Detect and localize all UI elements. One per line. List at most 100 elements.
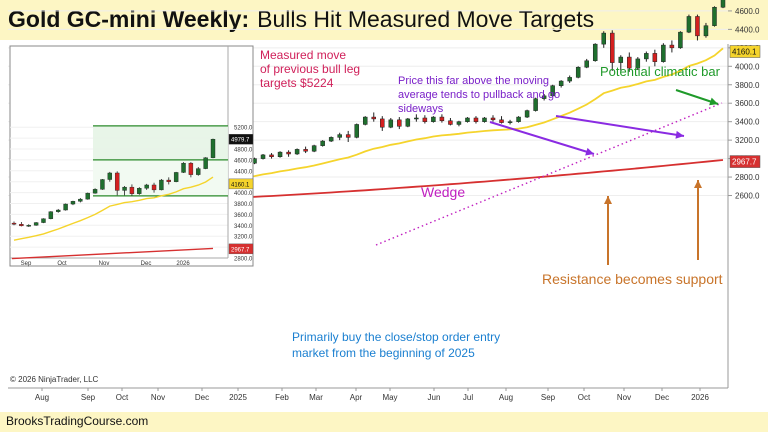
inset-candle-body — [11, 222, 17, 225]
candle-body — [337, 134, 342, 138]
inset-candle-body — [188, 162, 194, 175]
measured-move-line-1: Measured move — [260, 48, 347, 62]
resistance-note: Resistance becomes support — [542, 271, 723, 287]
pullback-line-3: sideways — [398, 103, 444, 115]
inset-y-tick-label: 4400.0 — [234, 169, 253, 175]
candle-body — [524, 110, 530, 118]
candle-body — [456, 121, 462, 125]
candle-body — [345, 134, 351, 138]
title-bar: Gold GC-mini Weekly: Bulls Hit Measured M… — [0, 0, 768, 40]
inset-y-tick-label: 2800.0 — [234, 257, 253, 263]
inset-candle-body — [144, 184, 149, 189]
inset-candle-body — [85, 192, 90, 200]
candle-body — [618, 56, 624, 63]
inset-candle-body — [26, 225, 31, 227]
inset-candle-body — [33, 222, 39, 226]
candle-body — [686, 16, 692, 33]
purple-arrow-1-head — [585, 147, 594, 156]
candle-body — [388, 119, 394, 128]
inset-candle-body — [173, 172, 179, 182]
candle-body — [678, 31, 683, 49]
y-tick-label: 4600.0 — [735, 7, 760, 16]
candle-body — [720, 0, 726, 8]
footer-site: BrooksTradingCourse.com — [6, 414, 149, 428]
title-main: Gold GC-mini Weekly: — [8, 6, 250, 32]
inset-candle-body — [48, 211, 54, 219]
inset-y-tick-label: 3200.0 — [234, 235, 253, 241]
measured-move-line-3: targets $5224 — [260, 76, 334, 90]
candle-body — [465, 117, 470, 122]
inset-candle-body — [159, 179, 164, 191]
inset-sma-price-label: 2967.7 — [231, 247, 250, 253]
x-tick-label: Sep — [541, 393, 556, 402]
candle-body — [550, 85, 555, 97]
candle-body — [567, 77, 572, 82]
candle-body — [473, 117, 479, 122]
purple-arrow-2-shaft — [555, 115, 685, 137]
purple-arrow-1-shaft — [489, 121, 595, 155]
candle-body — [584, 60, 589, 68]
orange-arrow-2-head — [694, 180, 702, 188]
x-tick-label: Aug — [35, 393, 49, 402]
candle-body — [328, 137, 334, 142]
candle-body — [431, 116, 436, 122]
candle-body — [354, 124, 359, 138]
candle-body — [414, 117, 419, 120]
y-tick-label: 3400.0 — [735, 118, 760, 127]
measured-move-zone-upper — [93, 125, 228, 160]
x-tick-label: Oct — [116, 393, 129, 402]
y-tick-label: 3600.0 — [735, 99, 760, 108]
sma-price-label: 2967.7 — [732, 158, 757, 167]
buy-line-2: market from the beginning of 2025 — [292, 346, 475, 360]
inset-last-price-label-bg — [228, 134, 254, 145]
pullback-line-2: average tends to pullback and go — [398, 89, 561, 101]
ema-price-label-bg — [729, 45, 761, 58]
inset-last-price-label: 4979.7 — [231, 138, 250, 144]
inset-candle-body — [151, 184, 157, 191]
candle-body — [397, 119, 402, 127]
candle-body — [695, 16, 700, 37]
y-tick-label: 2800.0 — [735, 173, 760, 182]
x-tick-label: Dec — [655, 393, 669, 402]
inset-x-tick-label: Dec — [141, 261, 152, 267]
inset-candle-body — [92, 189, 98, 194]
inset-sma-price-label-bg — [228, 243, 254, 255]
inset-x-tick-label: 2026 — [176, 261, 190, 267]
inset-candle-body — [100, 179, 105, 190]
inset-candle-body — [70, 201, 76, 205]
inset-y-tick-label: 4600.0 — [234, 158, 253, 164]
y-tick-label: 4000.0 — [735, 62, 760, 71]
x-tick-label: Nov — [617, 393, 631, 402]
buy-note: Primarily buy the close/stop order entry… — [292, 329, 500, 361]
inset-ema-line — [13, 176, 214, 241]
candle-body — [635, 58, 641, 69]
candle-body — [652, 53, 658, 62]
x-tick-label: Dec — [195, 393, 209, 402]
x-tick-label: Aug — [499, 393, 513, 402]
inset-y-tick-label: 5200.0 — [234, 126, 253, 132]
inset-y-tick-label: 3400.0 — [234, 224, 253, 230]
inset-y-tick-label: 3800.0 — [234, 202, 253, 208]
inset-ema-price-label-bg — [228, 178, 254, 190]
x-tick-label: Jun — [428, 393, 441, 402]
inset-candle-body — [210, 138, 216, 158]
candle-body — [303, 149, 308, 152]
measured-move-line-2: of previous bull leg — [260, 62, 361, 76]
y-tick-label: 2600.0 — [735, 192, 760, 201]
purple-arrow-2-head — [675, 130, 684, 139]
inset-y-tick-label: 3600.0 — [234, 213, 253, 219]
candle-body — [601, 32, 606, 45]
inset-candle-body — [63, 203, 68, 211]
candle-body — [499, 119, 504, 123]
candle-body — [644, 53, 649, 60]
copyright: © 2026 NinjaTrader, LLC — [10, 375, 99, 384]
buy-line-1: Primarily buy the close/stop order entry — [292, 330, 501, 344]
inset-candle-body — [41, 218, 46, 223]
candle-body — [558, 80, 564, 86]
sma-price-label-bg — [729, 155, 761, 168]
inset-ema-price-label: 4160.1 — [231, 182, 250, 188]
candle-body — [311, 145, 317, 152]
inset-x-tick-label: Oct — [57, 261, 67, 267]
measured-move-note: Measured move of previous bull leg targe… — [260, 48, 360, 90]
